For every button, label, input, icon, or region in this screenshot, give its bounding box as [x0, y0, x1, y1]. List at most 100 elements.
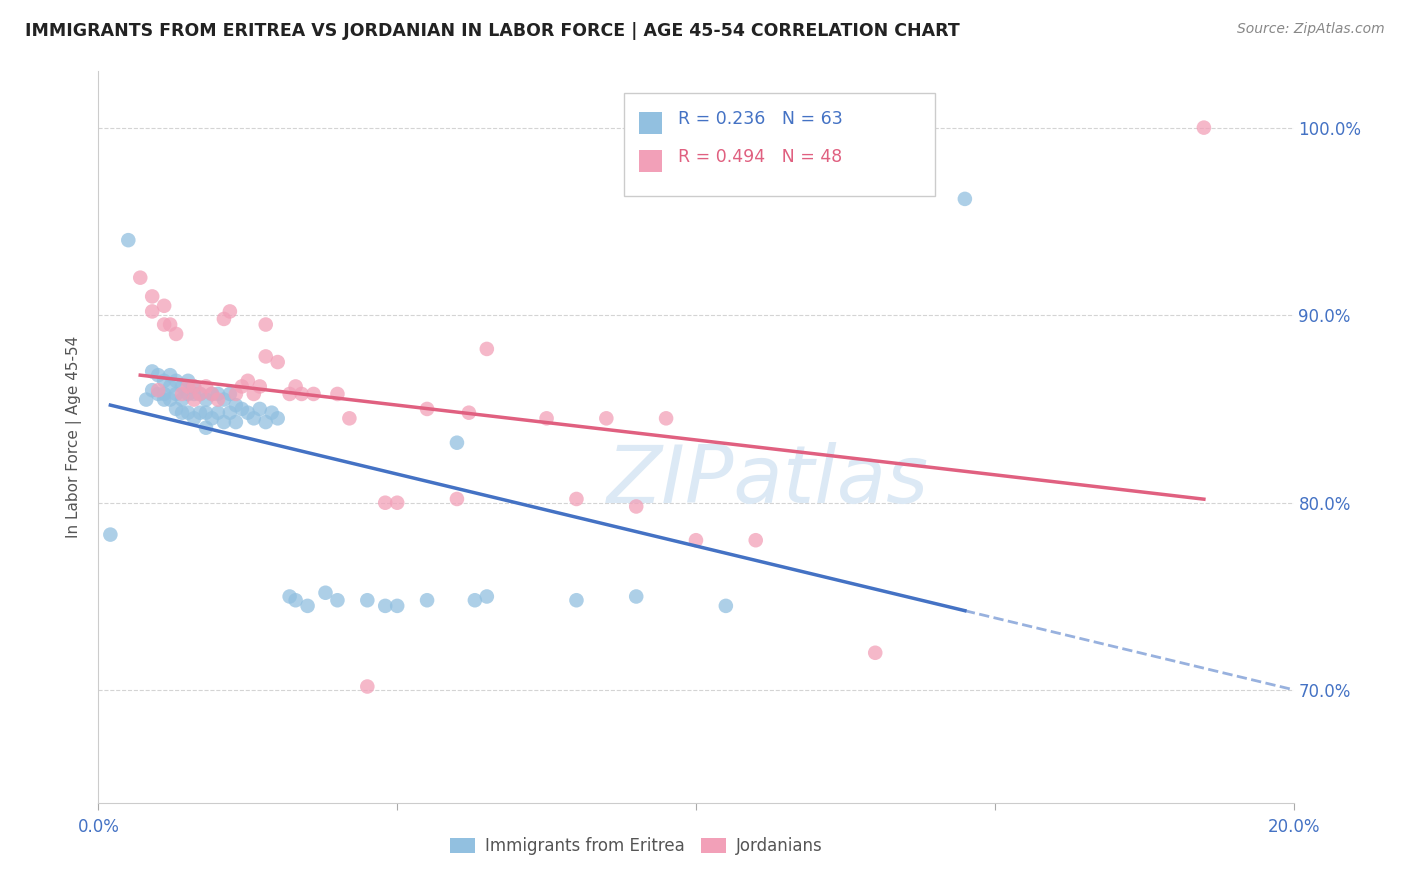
- Point: [953, 192, 976, 206]
- Point: [165, 387, 187, 401]
- Text: ZIPatlas: ZIPatlas: [606, 442, 929, 520]
- Point: [714, 599, 737, 613]
- Point: [165, 326, 187, 341]
- Point: [141, 304, 163, 318]
- Point: [212, 312, 235, 326]
- Point: [159, 368, 181, 383]
- Point: [225, 398, 247, 412]
- Point: [385, 599, 409, 613]
- Point: [458, 406, 481, 420]
- Point: [165, 401, 187, 416]
- FancyBboxPatch shape: [638, 150, 662, 171]
- Legend: Immigrants from Eritrea, Jordanians: Immigrants from Eritrea, Jordanians: [444, 832, 828, 860]
- Point: [195, 420, 218, 434]
- Point: [212, 392, 235, 407]
- Point: [260, 406, 283, 420]
- Point: [201, 387, 224, 401]
- Point: [315, 586, 337, 600]
- Point: [326, 593, 349, 607]
- Point: [231, 379, 253, 393]
- Point: [565, 491, 588, 506]
- Point: [655, 411, 678, 425]
- Point: [595, 411, 617, 425]
- Point: [98, 527, 122, 541]
- Point: [267, 411, 290, 425]
- Point: [685, 533, 707, 548]
- Point: [195, 379, 218, 393]
- Point: [188, 387, 211, 401]
- Point: [278, 387, 301, 401]
- Point: [153, 374, 176, 388]
- Point: [153, 392, 176, 407]
- Point: [243, 411, 266, 425]
- Point: [626, 590, 648, 604]
- Point: [225, 415, 247, 429]
- Point: [236, 374, 259, 388]
- Point: [188, 406, 211, 420]
- Text: IMMIGRANTS FROM ERITREA VS JORDANIAN IN LABOR FORCE | AGE 45-54 CORRELATION CHAR: IMMIGRANTS FROM ERITREA VS JORDANIAN IN …: [25, 22, 960, 40]
- Point: [117, 233, 139, 247]
- Text: R = 0.236   N = 63: R = 0.236 N = 63: [678, 110, 842, 128]
- Point: [284, 593, 307, 607]
- Point: [148, 383, 170, 397]
- Point: [153, 318, 176, 332]
- Point: [446, 435, 468, 450]
- Point: [302, 387, 325, 401]
- Point: [159, 392, 181, 407]
- Point: [172, 406, 194, 420]
- Point: [219, 304, 242, 318]
- Point: [172, 379, 194, 393]
- Point: [249, 401, 271, 416]
- Point: [153, 387, 176, 401]
- Point: [148, 368, 170, 383]
- Point: [416, 593, 439, 607]
- Point: [475, 590, 498, 604]
- Point: [141, 383, 163, 397]
- Point: [225, 387, 247, 401]
- Point: [385, 496, 409, 510]
- Point: [188, 387, 211, 401]
- Point: [201, 387, 224, 401]
- Point: [464, 593, 486, 607]
- Point: [745, 533, 768, 548]
- Point: [254, 350, 277, 364]
- Y-axis label: In Labor Force | Age 45-54: In Labor Force | Age 45-54: [66, 336, 83, 538]
- Point: [865, 646, 887, 660]
- Point: [416, 401, 439, 416]
- Point: [254, 415, 277, 429]
- Point: [212, 415, 235, 429]
- Point: [148, 387, 170, 401]
- Text: Source: ZipAtlas.com: Source: ZipAtlas.com: [1237, 22, 1385, 37]
- Point: [207, 392, 229, 407]
- Point: [446, 491, 468, 506]
- Point: [201, 411, 224, 425]
- Point: [284, 379, 307, 393]
- Point: [172, 392, 194, 407]
- Point: [135, 392, 157, 407]
- Point: [177, 374, 200, 388]
- Point: [195, 406, 218, 420]
- Point: [129, 270, 152, 285]
- Point: [374, 599, 396, 613]
- Point: [356, 593, 378, 607]
- Point: [254, 318, 277, 332]
- Point: [626, 500, 648, 514]
- Point: [183, 379, 205, 393]
- Point: [339, 411, 361, 425]
- Point: [374, 496, 396, 510]
- Point: [195, 392, 218, 407]
- Point: [475, 342, 498, 356]
- Point: [267, 355, 290, 369]
- Point: [141, 364, 163, 378]
- Point: [177, 387, 200, 401]
- Point: [219, 406, 242, 420]
- Point: [356, 680, 378, 694]
- Point: [177, 406, 200, 420]
- Point: [172, 387, 194, 401]
- Point: [165, 374, 187, 388]
- Point: [278, 590, 301, 604]
- Point: [231, 401, 253, 416]
- Point: [236, 406, 259, 420]
- Point: [183, 392, 205, 407]
- Point: [141, 289, 163, 303]
